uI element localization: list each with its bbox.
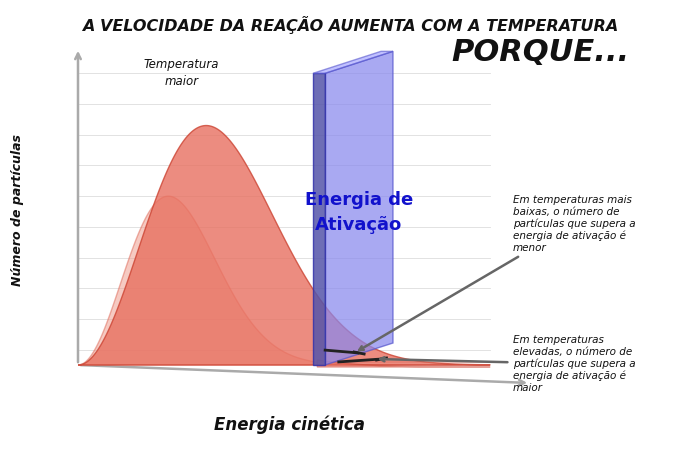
Text: Em temperaturas
elevadas, o número de
partículas que supera a
energia de ativaçã: Em temperaturas elevadas, o número de pa… bbox=[380, 335, 636, 392]
Text: A VELOCIDADE DA REAÇÃO AUMENTA COM A TEMPERATURA: A VELOCIDADE DA REAÇÃO AUMENTA COM A TEM… bbox=[82, 16, 618, 34]
Polygon shape bbox=[78, 126, 490, 365]
Polygon shape bbox=[78, 196, 490, 365]
Text: Em temperaturas mais
baixas, o número de
partículas que supera a
energia de ativ: Em temperaturas mais baixas, o número de… bbox=[359, 195, 636, 350]
Polygon shape bbox=[317, 360, 490, 367]
Text: PORQUE...: PORQUE... bbox=[451, 38, 629, 67]
Polygon shape bbox=[325, 51, 393, 365]
Polygon shape bbox=[313, 51, 393, 73]
Text: Energia de
Ativação: Energia de Ativação bbox=[304, 191, 413, 234]
Text: Número de partículas: Número de partículas bbox=[11, 134, 25, 286]
Text: Temperatura
maior: Temperatura maior bbox=[144, 57, 219, 88]
Text: Energia cinética: Energia cinética bbox=[214, 415, 365, 433]
Bar bbox=[313, 73, 325, 365]
